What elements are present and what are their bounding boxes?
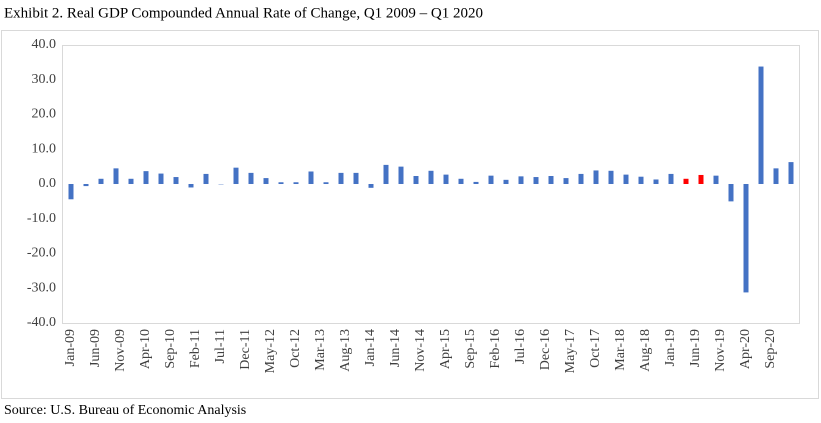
y-tick-label: 30.0 — [32, 72, 57, 87]
bar — [278, 182, 284, 184]
bar — [563, 178, 569, 184]
bar — [98, 178, 104, 184]
bar — [428, 170, 434, 184]
x-tick-label: Feb-11 — [188, 329, 203, 368]
x-tick-label: May-17 — [563, 329, 578, 373]
bar — [368, 184, 374, 188]
bar — [458, 178, 464, 184]
x-tick-label: Apr-20 — [738, 329, 753, 369]
bar — [713, 175, 719, 184]
x-tick-label: Jul-11 — [213, 329, 228, 363]
bar — [68, 184, 74, 200]
bar — [128, 178, 134, 184]
x-tick-label: Apr-10 — [138, 329, 153, 369]
bar — [728, 184, 734, 202]
bar — [173, 177, 179, 184]
x-tick-label: Jan-14 — [363, 329, 378, 366]
bar — [263, 178, 269, 184]
y-tick-label: 20.0 — [32, 107, 57, 122]
x-tick-label: Feb-16 — [488, 329, 503, 369]
bar — [293, 182, 299, 184]
x-tick-label: Jun-09 — [88, 329, 103, 367]
x-tick-label: Nov-14 — [413, 329, 428, 372]
y-tick-label: -40.0 — [27, 315, 56, 330]
bar — [518, 176, 524, 184]
chart-border — [1, 30, 819, 399]
y-tick-label: 40.0 — [32, 37, 57, 52]
bar — [338, 172, 344, 184]
x-tick-label: Nov-19 — [713, 329, 728, 372]
y-tick-label: -10.0 — [27, 211, 56, 226]
bar — [323, 182, 329, 184]
bar — [593, 170, 599, 184]
bar — [203, 173, 209, 184]
bar — [83, 184, 89, 187]
bar — [698, 174, 704, 184]
x-tick-label: Jun-14 — [388, 329, 403, 367]
x-tick-label: Apr-15 — [438, 329, 453, 369]
x-tick-label: Oct-17 — [588, 329, 603, 368]
bar — [398, 166, 404, 184]
bar — [743, 184, 749, 293]
x-tick-label: Sep-15 — [463, 329, 478, 369]
bar — [578, 173, 584, 184]
bar — [653, 179, 659, 184]
plot-border — [62, 45, 800, 324]
bar — [503, 179, 509, 184]
bar — [608, 170, 614, 184]
x-tick-label: Dec-11 — [238, 329, 253, 370]
x-tick-label: Jan-09 — [63, 329, 78, 366]
x-tick-label: Jul-16 — [513, 329, 528, 364]
bar — [473, 181, 479, 184]
bar — [548, 176, 554, 184]
bar — [533, 177, 539, 184]
bar — [143, 171, 149, 184]
bar — [383, 164, 389, 184]
bar — [683, 178, 689, 184]
y-tick-label: -30.0 — [27, 280, 56, 295]
x-tick-label: Mar-13 — [313, 329, 328, 371]
bar — [488, 175, 494, 184]
bar — [188, 184, 194, 188]
x-tick-label: Aug-13 — [338, 329, 353, 372]
chart-title: Exhibit 2. Real GDP Compounded Annual Ra… — [4, 5, 483, 21]
bar — [353, 172, 359, 184]
x-tick-label: May-12 — [263, 329, 278, 373]
bar — [773, 168, 779, 184]
x-tick-label: Jun-19 — [688, 329, 703, 367]
bar — [443, 174, 449, 184]
bar — [158, 173, 164, 184]
bar — [638, 176, 644, 184]
bar — [248, 172, 254, 184]
x-tick-label: Aug-18 — [638, 329, 653, 372]
x-tick-label: Oct-12 — [288, 329, 303, 368]
x-tick-label: Sep-20 — [763, 329, 778, 369]
x-tick-label: Mar-18 — [613, 329, 628, 371]
y-tick-label: 0.0 — [39, 176, 57, 191]
bar — [668, 173, 674, 184]
bar — [758, 66, 764, 184]
y-tick-label: -20.0 — [27, 246, 56, 261]
bar — [788, 162, 794, 184]
x-tick-label: Dec-16 — [538, 329, 553, 370]
x-tick-label: Jan-19 — [663, 329, 678, 366]
bar — [233, 167, 239, 184]
x-tick-label: Nov-09 — [113, 329, 128, 372]
bar — [308, 171, 314, 184]
x-tick-label: Sep-10 — [163, 329, 178, 369]
bar — [623, 174, 629, 184]
bar — [413, 176, 419, 184]
bar — [113, 168, 119, 184]
source-note: Source: U.S. Bureau of Economic Analysis — [4, 403, 246, 418]
y-tick-label: 10.0 — [32, 141, 57, 156]
